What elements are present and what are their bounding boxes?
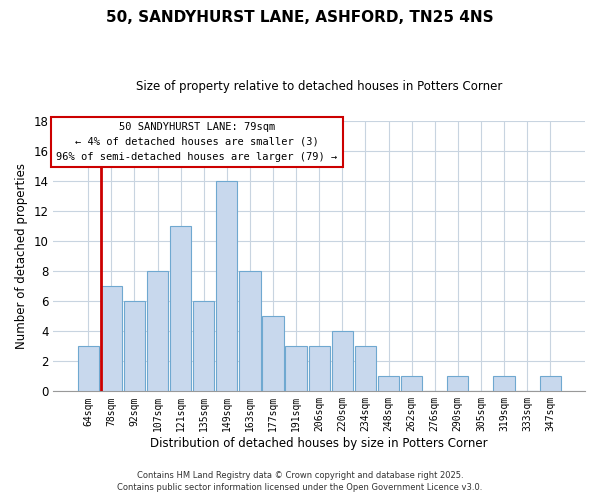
Bar <box>77 346 99 392</box>
Bar <box>401 376 422 392</box>
Bar <box>332 331 353 392</box>
Text: Contains HM Land Registry data © Crown copyright and database right 2025.
Contai: Contains HM Land Registry data © Crown c… <box>118 471 482 492</box>
Bar <box>170 226 191 392</box>
Y-axis label: Number of detached properties: Number of detached properties <box>15 163 28 349</box>
Bar <box>447 376 469 392</box>
Bar <box>286 346 307 392</box>
Bar <box>101 286 122 392</box>
Bar <box>147 271 168 392</box>
Bar <box>378 376 399 392</box>
X-axis label: Distribution of detached houses by size in Potters Corner: Distribution of detached houses by size … <box>151 437 488 450</box>
Bar <box>539 376 561 392</box>
Text: 50, SANDYHURST LANE, ASHFORD, TN25 4NS: 50, SANDYHURST LANE, ASHFORD, TN25 4NS <box>106 10 494 25</box>
Bar <box>216 180 238 392</box>
Bar <box>239 271 260 392</box>
Title: Size of property relative to detached houses in Potters Corner: Size of property relative to detached ho… <box>136 80 502 93</box>
Bar <box>193 301 214 392</box>
Bar <box>308 346 330 392</box>
Bar <box>493 376 515 392</box>
Bar <box>355 346 376 392</box>
Bar <box>262 316 284 392</box>
Text: 50 SANDYHURST LANE: 79sqm
← 4% of detached houses are smaller (3)
96% of semi-de: 50 SANDYHURST LANE: 79sqm ← 4% of detach… <box>56 122 338 162</box>
Bar <box>124 301 145 392</box>
